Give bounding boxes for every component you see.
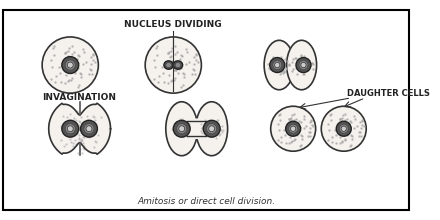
Ellipse shape	[336, 121, 351, 136]
Text: NUCLEUS DIVIDING: NUCLEUS DIVIDING	[125, 20, 222, 29]
Circle shape	[271, 106, 315, 151]
Circle shape	[321, 106, 366, 151]
Ellipse shape	[299, 61, 308, 70]
Ellipse shape	[270, 58, 285, 73]
Ellipse shape	[264, 40, 294, 90]
Ellipse shape	[65, 124, 75, 134]
Circle shape	[86, 126, 92, 132]
Ellipse shape	[273, 61, 282, 70]
Ellipse shape	[62, 120, 79, 137]
Ellipse shape	[62, 57, 79, 73]
Circle shape	[290, 126, 296, 131]
Circle shape	[209, 126, 215, 132]
Circle shape	[341, 126, 346, 131]
Circle shape	[275, 62, 280, 68]
Text: INVAGINATION: INVAGINATION	[43, 93, 117, 102]
Ellipse shape	[296, 58, 311, 73]
Ellipse shape	[81, 120, 97, 137]
Ellipse shape	[289, 124, 298, 133]
FancyBboxPatch shape	[184, 118, 209, 139]
Ellipse shape	[173, 61, 183, 69]
Circle shape	[179, 126, 185, 132]
Circle shape	[145, 37, 202, 93]
Circle shape	[67, 62, 73, 68]
Ellipse shape	[339, 124, 348, 133]
Ellipse shape	[84, 124, 94, 134]
Circle shape	[42, 37, 99, 93]
Ellipse shape	[175, 62, 181, 68]
Ellipse shape	[196, 102, 227, 156]
Ellipse shape	[65, 60, 75, 70]
Ellipse shape	[164, 61, 173, 69]
Ellipse shape	[203, 120, 220, 137]
Text: DAUGHTER CELLS: DAUGHTER CELLS	[347, 89, 429, 98]
Ellipse shape	[176, 124, 187, 134]
Circle shape	[67, 126, 73, 132]
Circle shape	[301, 62, 306, 68]
Text: Amitosis or direct cell division.: Amitosis or direct cell division.	[137, 196, 275, 205]
Ellipse shape	[207, 124, 217, 134]
Ellipse shape	[166, 62, 172, 68]
Ellipse shape	[286, 40, 317, 90]
Polygon shape	[49, 103, 110, 154]
FancyBboxPatch shape	[3, 10, 409, 210]
Ellipse shape	[166, 102, 198, 156]
Ellipse shape	[173, 120, 190, 137]
Ellipse shape	[286, 121, 301, 136]
